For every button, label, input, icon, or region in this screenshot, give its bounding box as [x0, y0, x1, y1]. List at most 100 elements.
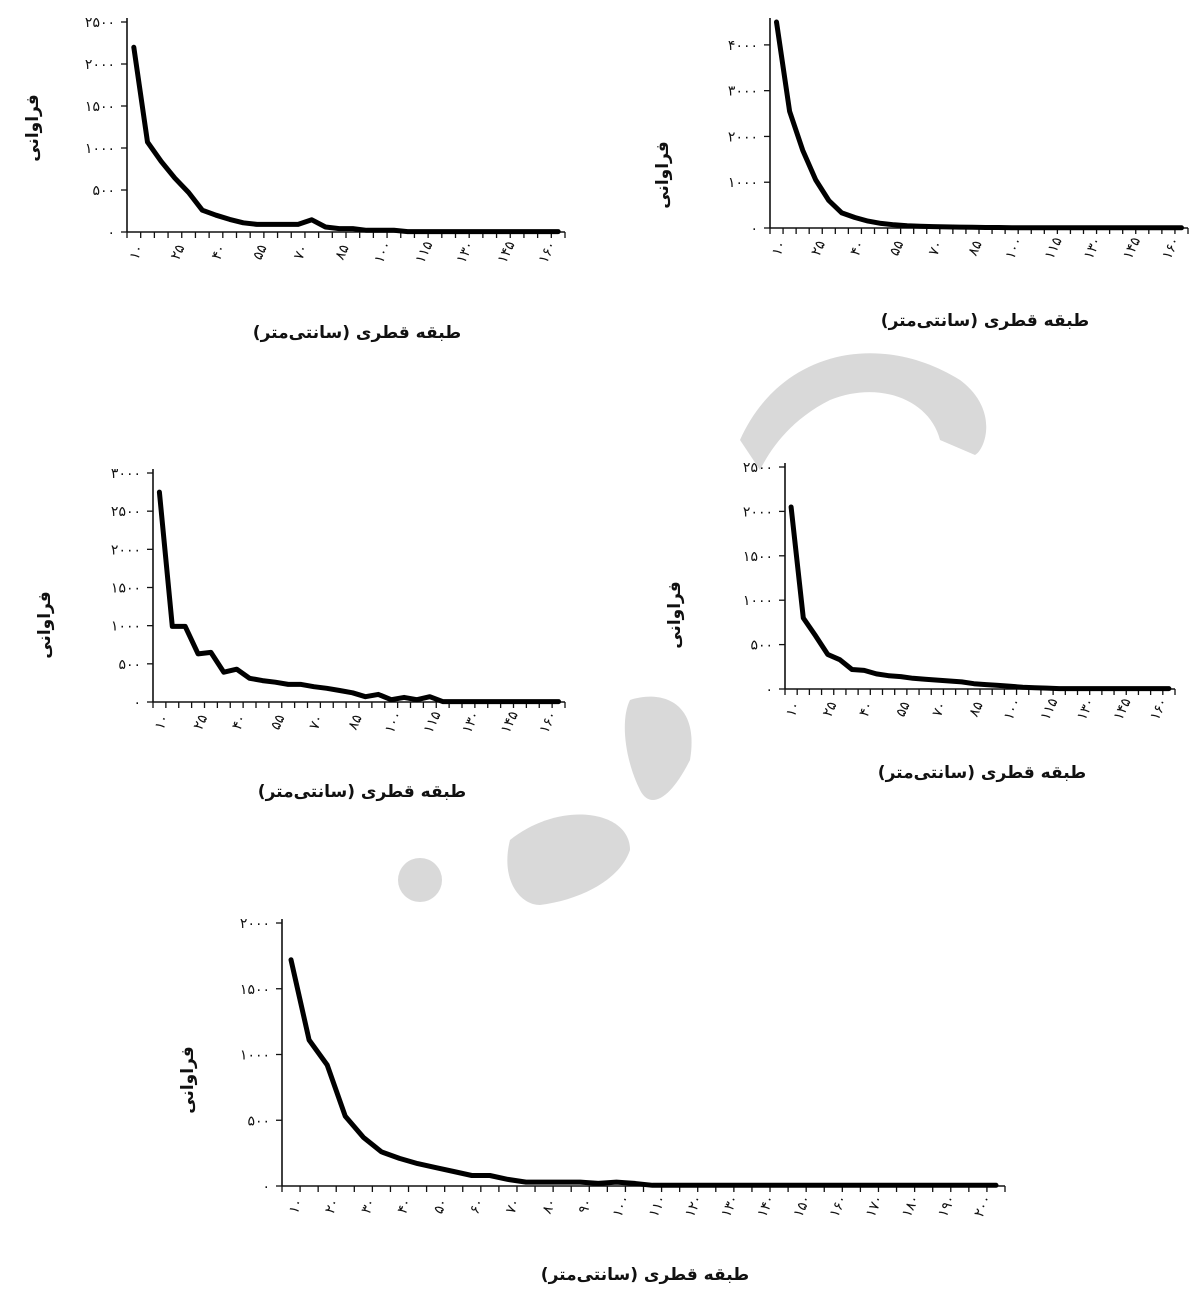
x-tick-label: ۲۰۰	[971, 1193, 995, 1220]
y-axis-title: فراوانی	[23, 94, 43, 162]
chart-panel-1: ۰ ۵۰۰ ۱۰۰۰ ۱۵۰۰ ۲۰۰۰ ۲۵۰۰ ۱۰ ۲۵ ۴۰ ۵۵ ۷۰ ۸۵ ۱۰۰ ۱۱۵ ۱۳…	[23, 15, 566, 343]
y-tick-label: ۱۰۰۰	[240, 1048, 270, 1064]
x-axis-title: طبقه قطری (سانتی‌متر)	[258, 782, 466, 802]
x-tick-label: ۱۳۰	[1081, 235, 1105, 262]
x-axis-title: طبقه قطری (سانتی‌متر)	[253, 323, 461, 343]
y-tick-label: ۵۰۰	[92, 183, 115, 199]
y-tick-label: ۲۰۰۰	[111, 542, 141, 558]
x-tick-label: ۶۰	[467, 1196, 488, 1216]
y-tick-label: ۲۵۰۰	[111, 504, 141, 520]
x-axis-title: طبقه قطری (سانتی‌متر)	[881, 311, 1089, 331]
y-tick-label: ۵۰۰	[750, 638, 773, 654]
y-tick-label: ۰	[107, 225, 115, 241]
x-tick-label: ۸۵	[332, 242, 353, 262]
x-tick-label: ۱۴۵	[1120, 235, 1144, 262]
x-tick-label: ۱۱۵	[421, 709, 445, 736]
y-tick-label: ۰	[750, 221, 758, 237]
x-tick-label: ۱۰۰	[1003, 235, 1027, 262]
x-tick-label: ۱۳۰	[1074, 696, 1098, 723]
x-tick-label: ۲۰	[322, 1196, 343, 1216]
x-axis-title: طبقه قطری (سانتی‌متر)	[541, 1265, 749, 1285]
x-tick-label: ۱۱۵	[1037, 696, 1061, 723]
x-tick-label: ۵۰	[431, 1196, 452, 1216]
x-tick-label: ۱۹۰	[935, 1193, 959, 1220]
x-tick-label: ۷۰	[291, 242, 312, 262]
x-tick-label: ۱۰	[286, 1196, 307, 1216]
x-tick-label: ۱۰۰	[610, 1193, 634, 1220]
y-tick-label: ۱۰۰۰	[111, 619, 141, 635]
y-tick-label: ۱۰۰۰	[743, 593, 773, 609]
y-tick-label: ۱۰۰۰	[85, 141, 115, 157]
y-tick-label: ۱۵۰۰	[111, 581, 141, 597]
x-axis-title: طبقه قطری (سانتی‌متر)	[878, 763, 1086, 783]
x-tick-label: ۱۰	[783, 699, 804, 719]
x-tick-label: ۱۰۰	[371, 239, 395, 266]
x-tick-label: ۴۰	[209, 242, 230, 262]
chart-panel-2: ۰ ۱۰۰۰ ۲۰۰۰ ۳۰۰۰ ۴۰۰۰ ۱۰ ۲۵ ۴۰ ۵۵ ۷۰ ۸۵ ۱۰۰ ۱۱۵ ۱۳۰ ۱۴…	[653, 18, 1189, 331]
y-tick-label: ۲۰۰۰	[743, 504, 773, 520]
x-tick-label: ۱۷۰	[863, 1193, 887, 1220]
x-tick-label: ۸۵	[966, 699, 987, 719]
y-tick-label: ۴۰۰۰	[728, 38, 758, 54]
x-tick-label: ۵۵	[893, 699, 914, 719]
x-tick-label: ۷۰	[929, 699, 950, 719]
series-line	[288, 957, 999, 1188]
x-tick-label: ۱۴۰	[754, 1193, 778, 1220]
watermark	[398, 353, 987, 905]
y-tick-label: ۵۰۰	[118, 657, 141, 673]
series-line	[774, 19, 1184, 231]
x-tick-label: ۱۳۰	[718, 1193, 742, 1220]
x-tick-label: ۴۰	[229, 712, 250, 732]
y-axis-title: فراوانی	[35, 591, 55, 659]
y-tick-label: ۲۰۰۰	[728, 129, 758, 145]
x-tick-label: ۸۵	[345, 712, 366, 732]
x-tick-label: ۱۴۵	[498, 709, 522, 736]
y-tick-label: ۲۰۰۰	[240, 916, 270, 932]
x-tick-label: ۱۶۰	[536, 239, 560, 266]
x-tick-label: ۱۳۰	[459, 709, 483, 736]
x-tick-label: ۷۰	[503, 1196, 524, 1216]
series-line	[156, 489, 562, 705]
y-axis-title: فراوانی	[665, 581, 685, 649]
x-tick-label: ۱۶۰	[1159, 235, 1183, 262]
chart-panel-3: ۰ ۵۰۰ ۱۰۰۰ ۱۵۰۰ ۲۰۰۰ ۲۵۰۰ ۳۰۰۰ ۱۰ ۲۵ ۴۰ ۵۵ ۷۰ ۸۵ ۱۰۰ ۱…	[35, 466, 566, 802]
y-tick-label: ۳۰۰۰	[111, 466, 141, 482]
x-tick-label: ۱۴۵	[495, 239, 519, 266]
x-tick-label: ۱۶۰	[536, 709, 560, 736]
x-tick-label: ۸۵	[965, 238, 986, 258]
x-tick-label: ۵۵	[268, 712, 289, 732]
x-tick-label: ۲۵	[808, 238, 829, 258]
x-tick-label: ۱۰۰	[1001, 696, 1025, 723]
x-tick-label: ۱۰۰	[382, 709, 406, 736]
chart-panel-5: ۰ ۵۰۰ ۱۰۰۰ ۱۵۰۰ ۲۰۰۰ ۱۰ ۲۰ ۳۰ ۴۰ ۵۰ ۶۰ ۷۰ ۸۰ ۹۰ ۱۰۰ ۱۱۰…	[178, 916, 1006, 1285]
y-axis-title: فراوانی	[653, 141, 673, 209]
x-tick-label: ۱۴۵	[1111, 696, 1135, 723]
x-tick-label: ۱۰	[152, 712, 173, 732]
y-tick-label: ۳۰۰۰	[728, 84, 758, 100]
y-tick-label: ۲۵۰۰	[85, 15, 115, 31]
x-tick-label: ۷۰	[306, 712, 327, 732]
x-tick-label: ۱۶۰	[1147, 696, 1171, 723]
x-tick-label: ۱۶۰	[827, 1193, 851, 1220]
y-tick-label: ۰	[262, 1179, 270, 1195]
y-tick-label: ۱۵۰۰	[85, 99, 115, 115]
x-tick-label: ۱۱۵	[1042, 235, 1066, 262]
y-axis-title: فراوانی	[178, 1046, 198, 1114]
y-tick-label: ۱۵۰۰	[240, 982, 270, 998]
x-tick-label: ۵۵	[250, 242, 271, 262]
x-tick-label: ۹۰	[575, 1196, 596, 1216]
x-tick-label: ۲۵	[190, 712, 211, 732]
y-tick-label: ۱۰۰۰	[728, 175, 758, 191]
x-tick-label: ۴۰	[856, 699, 877, 719]
x-tick-label: ۱۰	[127, 242, 148, 262]
chart-panel-4: ۰ ۵۰۰ ۱۰۰۰ ۱۵۰۰ ۲۰۰۰ ۲۵۰۰ ۱۰ ۲۵ ۴۰ ۵۵ ۷۰ ۸۵ ۱۰۰ ۱۱۵ ۱۳…	[665, 460, 1176, 783]
x-tick-label: ۱۱۵	[412, 239, 436, 266]
x-tick-label: ۱۳۰	[454, 239, 478, 266]
x-tick-label: ۷۰	[926, 238, 947, 258]
x-tick-label: ۴۰	[394, 1196, 415, 1216]
series-line	[788, 504, 1172, 692]
x-tick-label: ۴۰	[847, 238, 868, 258]
x-tick-label: ۳۰	[358, 1196, 379, 1216]
y-tick-label: ۲۵۰۰	[743, 460, 773, 476]
